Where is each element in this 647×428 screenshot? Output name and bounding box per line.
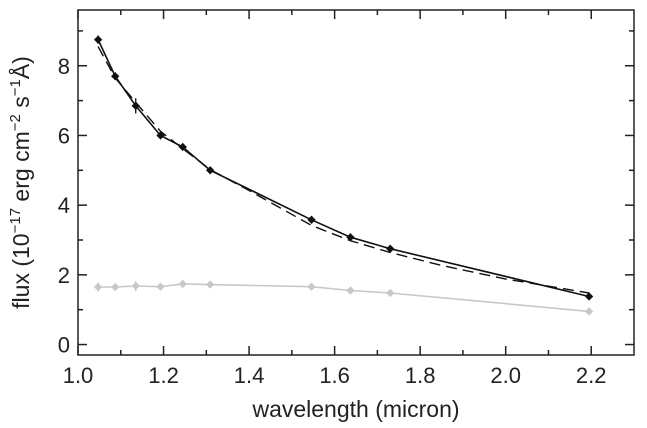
x-tick-label: 1.4 <box>234 363 265 388</box>
fit-line <box>97 46 590 294</box>
data-point <box>584 292 594 301</box>
x-tick-label: 1.6 <box>319 363 350 388</box>
y-tick-label: 6 <box>58 123 70 148</box>
data-point <box>178 142 187 152</box>
series-light-markers <box>93 279 594 316</box>
data-point <box>346 286 355 295</box>
series-dashed-fit <box>97 46 590 294</box>
x-tick-label: 2.0 <box>490 363 521 388</box>
series-line <box>98 283 590 313</box>
series-line <box>97 39 590 298</box>
data-point <box>131 281 140 291</box>
y-tick-label: 4 <box>58 193 70 218</box>
x-tick-label: 1.2 <box>148 363 179 388</box>
x-tick-label: 1.8 <box>405 363 436 388</box>
data-point <box>156 131 165 140</box>
x-axis-label: wavelength (micron) <box>251 396 459 422</box>
data-point <box>178 279 187 289</box>
axis-ticks <box>77 10 634 355</box>
data-point <box>156 282 165 291</box>
data-point <box>584 307 594 316</box>
data-point <box>307 282 316 291</box>
y-tick-label: 8 <box>58 54 70 79</box>
data-point <box>111 282 120 292</box>
y-axis-label-mid1: erg cm <box>8 131 34 208</box>
data-point <box>205 280 215 289</box>
y-tick-label: 0 <box>58 333 70 358</box>
x-tick-label: 1.0 <box>63 363 94 388</box>
series-solid-markers <box>93 35 594 301</box>
plot-frame <box>77 9 635 356</box>
data-point <box>93 35 103 44</box>
x-tick-label: 2.2 <box>576 363 607 388</box>
tick-labels: 1.0 1.2 1.4 1.6 1.8 2.0 2.2 0 2 4 6 8 <box>58 54 607 388</box>
y-axis-label-exp2: −2 <box>7 114 24 131</box>
data-point <box>93 282 103 292</box>
data-point <box>386 288 395 298</box>
y-axis-label-suffix: Å) <box>7 56 34 79</box>
y-axis-label-mid2: s <box>8 96 34 114</box>
data-point <box>307 215 316 224</box>
data-point <box>205 166 215 175</box>
y-axis-label-prefix: flux (10 <box>8 233 34 308</box>
data-point <box>111 72 120 81</box>
y-axis-label: flux (10−17 erg cm−2 s−1Å) <box>7 56 34 309</box>
y-axis-label-exp3: −1 <box>7 79 24 96</box>
y-axis-label-exp1: −17 <box>7 208 24 233</box>
series-group <box>93 35 594 316</box>
y-tick-label: 2 <box>58 263 70 288</box>
